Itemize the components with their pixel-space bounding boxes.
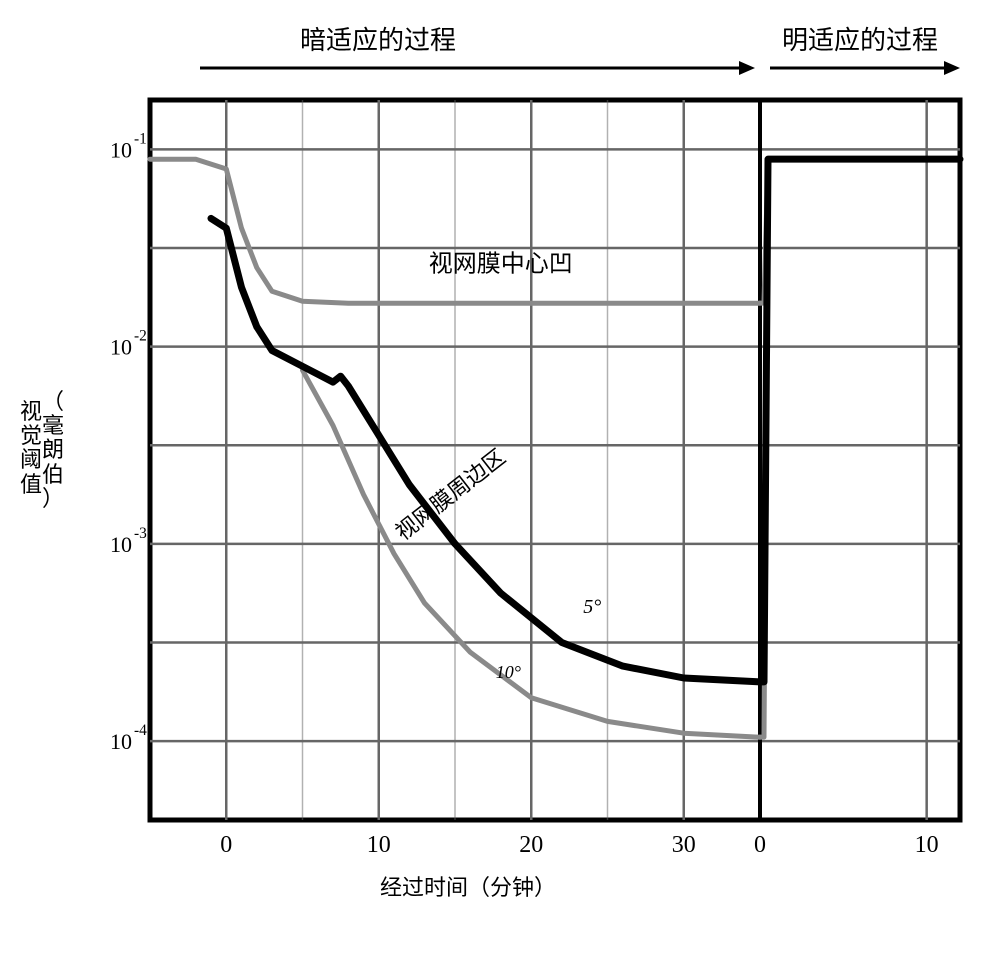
svg-text:10: 10 [110,729,132,754]
svg-text:10°: 10° [496,662,521,682]
svg-text:10: 10 [110,137,132,162]
svg-text:30: 30 [672,832,696,858]
y-axis-label: 视 觉 阈 值 （ 毫 朗 伯 ） [20,400,64,511]
svg-text:10: 10 [915,832,939,858]
svg-text:5°: 5° [583,596,601,618]
svg-text:10: 10 [367,832,391,858]
svg-text:-2: -2 [134,328,147,345]
svg-text:10: 10 [110,532,132,557]
svg-text:视网膜中心凹: 视网膜中心凹 [429,251,573,278]
adaptation-chart: 10-110-210-310-40102030010视网膜中心凹视网膜周边区5°… [20,20,980,940]
svg-text:视网膜周边区: 视网膜周边区 [391,444,510,545]
y-axis-label-unit: （ 毫 朗 伯 ） [42,390,64,511]
svg-text:-4: -4 [134,722,147,739]
svg-text:10: 10 [110,335,132,360]
svg-text:0: 0 [754,832,766,858]
y-axis-label-main: 视 觉 阈 值 [20,400,42,497]
svg-text:-1: -1 [134,130,147,147]
svg-text:20: 20 [519,832,543,858]
x-axis-label: 经过时间（分钟） [380,870,556,902]
light-adapt-label: 明适应的过程 [782,20,938,57]
chart-container: 暗适应的过程 明适应的过程 视 觉 阈 值 （ 毫 朗 伯 ） 经过时间（分钟）… [20,20,980,940]
dark-adapt-label: 暗适应的过程 [300,20,456,57]
svg-text:0: 0 [220,832,232,858]
svg-text:-3: -3 [134,525,147,542]
